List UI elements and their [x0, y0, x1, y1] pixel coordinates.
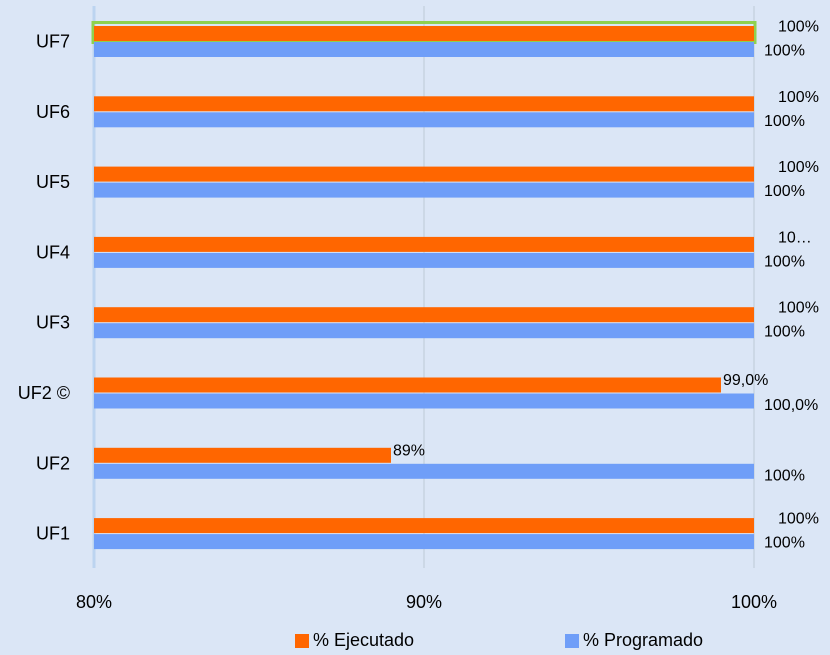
bar-programado	[94, 112, 754, 128]
bar-ejecutado	[94, 307, 754, 323]
data-label-programado: 100%	[764, 43, 805, 60]
legend-label-programado: % Programado	[583, 630, 704, 650]
data-label-ejecutado: 100%	[778, 159, 819, 176]
legend-label-ejecutado: % Ejecutado	[313, 630, 415, 650]
data-label-programado: 100%	[764, 467, 805, 484]
category-label: UF1	[36, 524, 70, 544]
x-tick-label: 90%	[406, 592, 442, 612]
bar-programado	[94, 252, 754, 268]
category-label: UF3	[36, 313, 70, 333]
data-label-programado: 100%	[764, 535, 805, 552]
bar-programado	[94, 393, 754, 409]
category-label: UF7	[36, 32, 70, 52]
data-label-ejecutado: 89%	[393, 442, 425, 459]
bar-ejecutado	[94, 236, 754, 252]
legend-swatch-ejecutado	[295, 633, 309, 648]
data-label-programado: 100%	[764, 253, 805, 270]
category-label: UF2 ©	[18, 383, 70, 403]
x-tick-label: 100%	[731, 592, 777, 612]
bar-ejecutado	[94, 26, 754, 41]
category-label: UF5	[36, 172, 70, 192]
legend-item-ejecutado: % Ejecutado	[295, 630, 414, 651]
bar-programado	[94, 42, 754, 57]
category-label: UF2	[36, 453, 70, 473]
bar-programado	[94, 323, 754, 339]
data-label-ejecutado: 10…	[778, 229, 812, 246]
data-label-ejecutado: 100%	[778, 300, 819, 317]
bar-ejecutado	[94, 377, 721, 393]
data-label-ejecutado: 100%	[778, 19, 819, 36]
x-tick-label: 80%	[76, 592, 112, 612]
data-label-programado: 100%	[764, 183, 805, 200]
bar-ejecutado	[94, 96, 754, 112]
category-label: UF4	[36, 242, 70, 262]
bar-ejecutado	[94, 518, 754, 534]
bar-chart: 80% 90% 100% UF7 100% 100% UF6 100% 100% UF5 100% 1…	[18, 6, 819, 612]
legend-item-programado: % Programado	[565, 630, 703, 651]
bar-programado	[94, 182, 754, 198]
category-label: UF6	[36, 102, 70, 122]
data-label-programado: 100%	[764, 324, 805, 341]
bar-ejecutado	[94, 447, 391, 463]
legend-swatch-programado	[565, 633, 579, 648]
bar-programado	[94, 534, 754, 550]
bar-programado	[94, 463, 754, 479]
data-label-programado: 100,0%	[764, 397, 818, 414]
legend: % Ejecutado % Programado	[0, 630, 830, 652]
data-label-ejecutado: 100%	[778, 511, 819, 528]
data-label-programado: 100%	[764, 113, 805, 130]
data-label-ejecutado: 100%	[778, 89, 819, 106]
data-label-ejecutado: 99,0%	[723, 372, 768, 389]
bar-ejecutado	[94, 166, 754, 182]
